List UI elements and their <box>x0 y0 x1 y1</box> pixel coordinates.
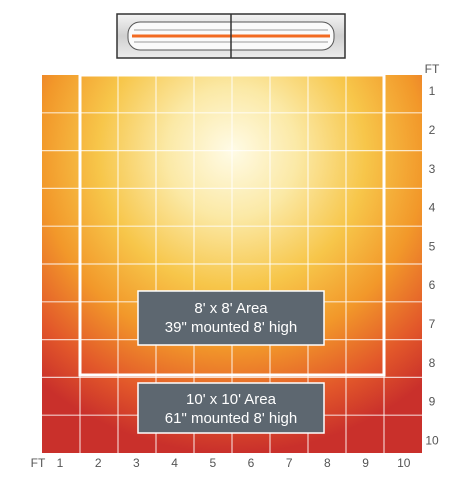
area-subtitle: 39" mounted 8' high <box>165 319 297 336</box>
area-title: 10' x 10' Area <box>186 391 277 408</box>
y-label: 4 <box>429 201 436 215</box>
inner-area-outline <box>78 73 386 377</box>
axis-unit: FT <box>425 62 440 76</box>
x-label: 2 <box>95 456 102 470</box>
y-label: 8 <box>429 356 436 370</box>
area-label: 10' x 10' Area 61" mounted 8' high <box>137 382 325 434</box>
x-label: 5 <box>209 456 216 470</box>
x-label: 7 <box>286 456 293 470</box>
x-label: 8 <box>324 456 331 470</box>
x-label: 4 <box>171 456 178 470</box>
y-label: 7 <box>429 317 436 331</box>
area-title: 8' x 8' Area <box>194 300 268 317</box>
y-label: 9 <box>429 395 436 409</box>
y-label: 6 <box>429 278 436 292</box>
y-label: 1 <box>429 84 436 98</box>
x-label: 1 <box>57 456 64 470</box>
y-label: 2 <box>429 123 436 137</box>
y-label: 10 <box>425 433 439 447</box>
y-label: 3 <box>429 162 436 176</box>
x-label: 9 <box>362 456 369 470</box>
y-label: 5 <box>429 239 436 253</box>
x-label: 3 <box>133 456 140 470</box>
x-label: 6 <box>248 456 255 470</box>
area-label: 8' x 8' Area 39" mounted 8' high <box>137 290 325 346</box>
heater-icon <box>116 13 346 59</box>
axis-unit: FT <box>31 456 46 470</box>
x-label: 10 <box>397 456 411 470</box>
area-subtitle: 61" mounted 8' high <box>165 410 297 427</box>
